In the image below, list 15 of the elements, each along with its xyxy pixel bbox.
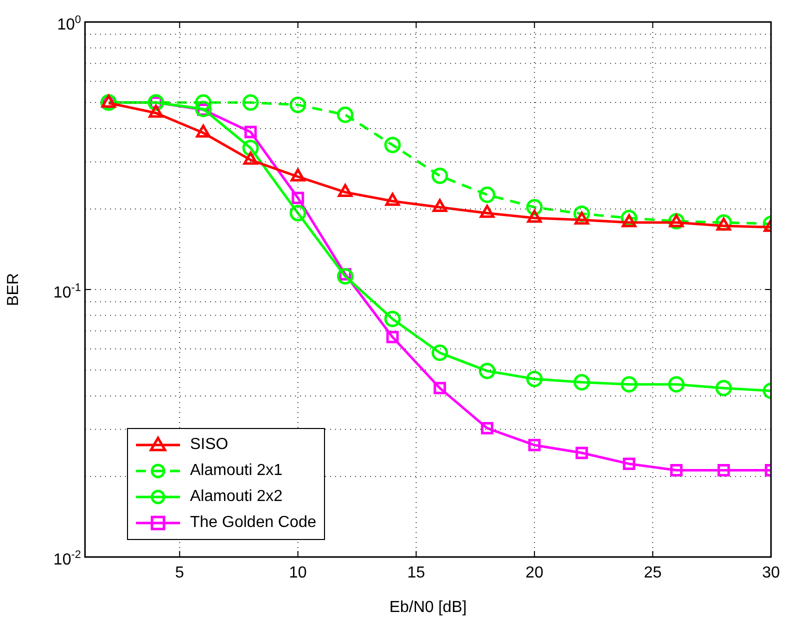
x-tick-label: 25 (644, 564, 662, 582)
y-axis-title: BER (5, 273, 22, 306)
legend-label: Alamouti 2x2 (190, 488, 282, 506)
legend-label: SISO (190, 436, 228, 454)
legend-label: The Golden Code (190, 514, 316, 532)
y-tick-label: 10$^{0}$ (57, 13, 81, 36)
x-tick-label: 5 (175, 564, 184, 582)
x-tick-label: 20 (526, 564, 544, 582)
x-tick-label: 15 (407, 564, 426, 582)
x-tick-label: 10 (289, 564, 307, 582)
x-axis-title: Eb/N0 [dB] (389, 598, 467, 616)
y-tick-label: 10$^{-2}$ (53, 548, 81, 570)
y-tick-label: 10$^{-1}$ (53, 280, 81, 303)
legend-label: Alamouti 2x1 (190, 462, 282, 480)
x-tick-label: 30 (762, 564, 780, 582)
